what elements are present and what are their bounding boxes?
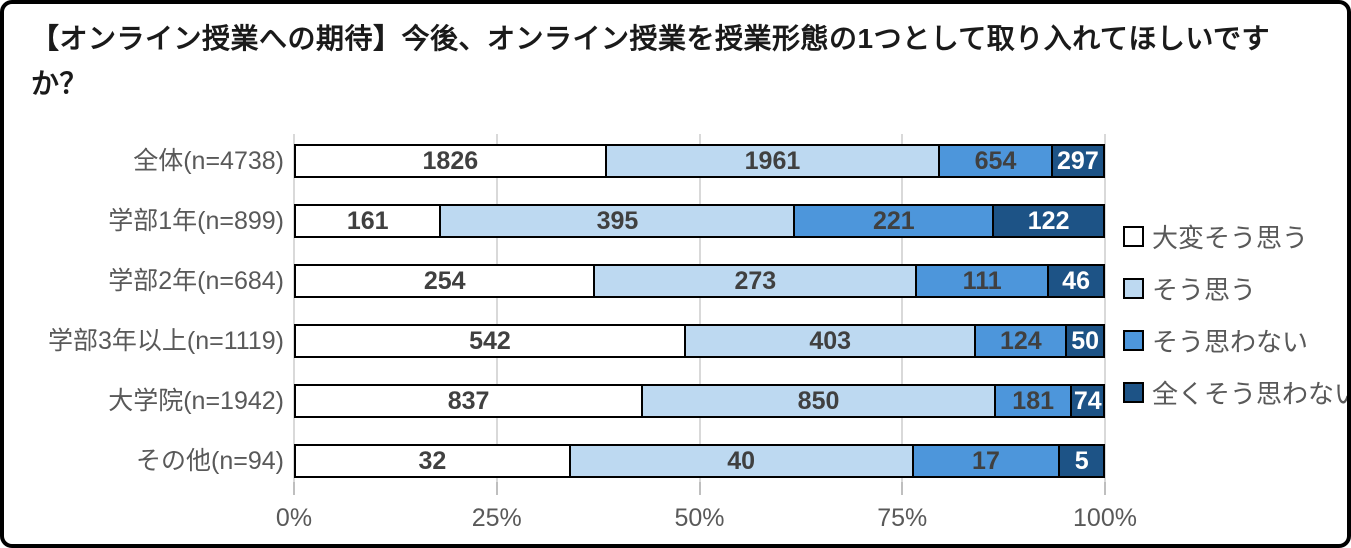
stacked-bar: 161 395 221 122 (294, 204, 1105, 238)
bar-segment: 273 (595, 266, 918, 296)
segment-value-label: 5 (1074, 446, 1089, 475)
segment-value-label: 17 (972, 446, 1000, 475)
bar-row: 大学院(n=1942) 837 850 181 74 (4, 384, 1347, 418)
legend-item: そう思わない (1123, 314, 1347, 366)
bar-row: その他(n=94) 32 40 17 5 (4, 444, 1347, 478)
bar-segment: 5 (1060, 446, 1103, 476)
bar-row: 学部1年(n=899) 161 395 221 122 (4, 204, 1347, 238)
bar-segment: 542 (296, 326, 686, 356)
gridline (1104, 134, 1106, 482)
segment-value-label: 1826 (422, 146, 479, 175)
bar-segment: 74 (1072, 386, 1103, 416)
bar-segment: 297 (1052, 146, 1103, 176)
segment-value-label: 254 (423, 266, 466, 295)
segment-value-label: 1961 (744, 146, 801, 175)
x-axis-tick (293, 482, 295, 495)
stacked-bar: 32 40 17 5 (294, 444, 1105, 478)
segment-value-label: 403 (809, 326, 852, 355)
bar-segment: 837 (296, 386, 644, 416)
legend-swatch (1123, 225, 1144, 247)
legend-label: 全くそう思わない (1152, 378, 1351, 409)
chart-title: 【オンライン授業への期待】今後、オンライン授業を授業形態の1つとして取り入れてほ… (31, 23, 1271, 100)
category-label: 学部2年(n=684) (108, 267, 284, 295)
bar-segment: 124 (976, 326, 1068, 356)
stacked-bar: 542 403 124 50 (294, 324, 1105, 358)
bar-segment: 395 (441, 206, 796, 236)
category-label: 学部3年以上(n=1119) (48, 327, 284, 355)
bar-segment: 850 (643, 386, 996, 416)
gridline (698, 134, 701, 482)
x-axis-tick-label: 25% (471, 504, 522, 532)
gridline (901, 134, 904, 482)
stacked-bar: 837 850 181 74 (294, 384, 1105, 418)
bar-segment: 46 (1049, 266, 1104, 296)
bar-segment: 403 (685, 326, 977, 356)
segment-value-label: 50 (1071, 326, 1099, 355)
bar-segment: 221 (795, 206, 995, 236)
segment-value-label: 273 (734, 266, 777, 295)
bar-row: 学部2年(n=684) 254 273 111 46 (4, 264, 1347, 298)
legend-item: 全くそう思わない (1123, 366, 1351, 418)
segment-value-label: 46 (1062, 266, 1090, 295)
segment-value-label: 181 (1012, 386, 1055, 415)
segment-value-label: 122 (1027, 206, 1070, 235)
gridline (293, 134, 295, 482)
segment-value-label: 654 (974, 146, 1017, 175)
legend-swatch (1123, 381, 1144, 403)
bar-segment: 32 (296, 446, 571, 476)
bar-segment: 1961 (606, 146, 941, 176)
category-label: 大学院(n=1942) (108, 387, 284, 415)
x-axis-tick (901, 482, 904, 495)
legend-swatch (1123, 277, 1144, 299)
bar-segment: 17 (913, 446, 1061, 476)
x-axis-tick (1104, 482, 1106, 495)
bar-row: 全体(n=4738) 1826 1961 654 297 (4, 144, 1347, 178)
x-axis-tick (495, 482, 498, 495)
x-axis-tick-label: 100% (1073, 504, 1137, 532)
bar-row: 学部3年以上(n=1119) 542 403 124 50 (4, 324, 1347, 358)
stacked-bar: 254 273 111 46 (294, 264, 1105, 298)
legend-item: 大変そう思う (1123, 210, 1347, 262)
category-label: 全体(n=4738) (133, 147, 284, 175)
x-axis-tick-label: 50% (674, 504, 725, 532)
segment-value-label: 542 (469, 326, 511, 355)
bar-segment: 40 (570, 446, 914, 476)
x-axis-tick (698, 482, 701, 495)
category-label: その他(n=94) (136, 447, 284, 475)
category-label: 学部1年(n=899) (108, 207, 284, 235)
legend-label: 大変そう思う (1152, 222, 1309, 253)
segment-value-label: 837 (447, 386, 490, 415)
bar-segment: 161 (296, 206, 442, 236)
legend-label: そう思う (1152, 274, 1257, 305)
gridline (495, 134, 498, 482)
bar-segment: 181 (995, 386, 1073, 416)
segment-value-label: 850 (797, 386, 840, 415)
plot-area: 0% 25% 50% 75% 100% (276, 134, 1137, 532)
legend-label: そう思わない (1152, 326, 1309, 357)
bar-segment: 254 (296, 266, 596, 296)
legend-item: そう思う (1123, 262, 1347, 314)
segment-value-label: 297 (1057, 146, 1099, 175)
stacked-bar: 1826 1961 654 297 (294, 144, 1105, 178)
segment-value-label: 40 (727, 446, 756, 475)
bar-segment: 122 (994, 206, 1103, 236)
segment-value-label: 32 (418, 446, 447, 475)
segment-value-label: 74 (1073, 386, 1102, 415)
x-axis-tick-label: 75% (877, 504, 928, 532)
bar-segment: 1826 (296, 146, 607, 176)
bar-segment: 50 (1067, 326, 1103, 356)
segment-value-label: 124 (999, 326, 1042, 355)
x-axis-tick-label: 0% (275, 504, 313, 532)
legend: 大変そう思う そう思うそう思わない全くそう思わない (1123, 210, 1351, 418)
segment-value-label: 221 (872, 206, 915, 235)
segment-value-label: 395 (596, 206, 639, 235)
bar-segment: 111 (917, 266, 1050, 296)
legend-swatch (1123, 329, 1144, 351)
segment-value-label: 111 (962, 266, 1002, 295)
segment-value-label: 161 (346, 206, 389, 235)
bar-segment: 654 (940, 146, 1053, 176)
